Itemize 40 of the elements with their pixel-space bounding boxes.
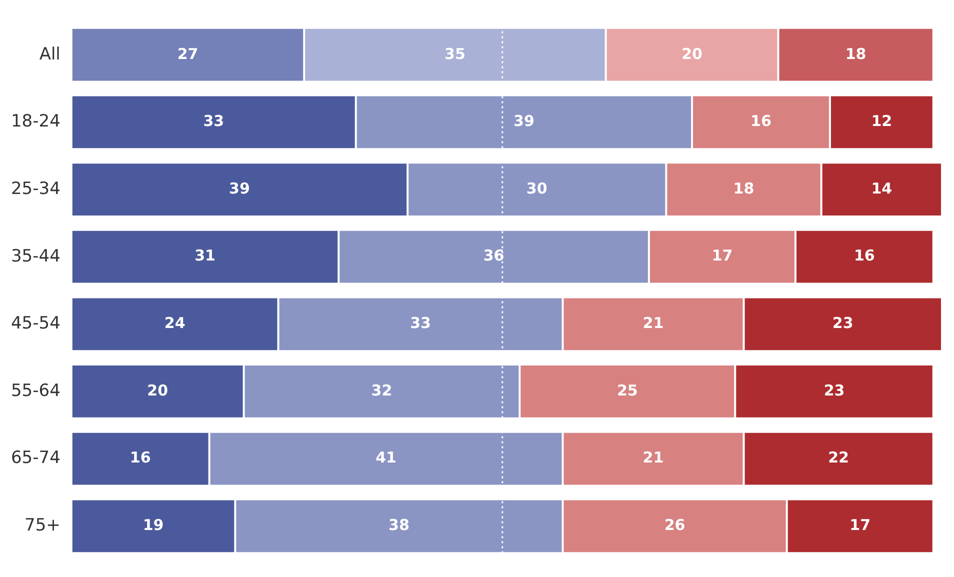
data-label: 25 <box>616 381 638 400</box>
y-tick-label: 45-54 <box>10 314 60 334</box>
data-label: 33 <box>203 112 224 130</box>
data-label: 30 <box>526 179 548 198</box>
data-label: 16 <box>130 448 151 467</box>
data-label: 32 <box>371 381 392 400</box>
data-label: 20 <box>147 381 168 400</box>
data-label: 26 <box>664 516 686 534</box>
data-label: 39 <box>514 112 534 130</box>
data-label: 35 <box>444 44 466 63</box>
data-label: 24 <box>164 314 186 332</box>
data-label: 20 <box>682 44 702 63</box>
y-tick-label: 25-34 <box>10 178 60 199</box>
data-label: 23 <box>824 381 845 400</box>
data-label: 41 <box>376 448 396 467</box>
data-label: 22 <box>828 448 849 467</box>
data-label: 17 <box>712 246 733 265</box>
y-tick-label: 18-24 <box>10 112 60 132</box>
data-label: 16 <box>854 246 875 265</box>
data-label: 12 <box>871 112 892 130</box>
data-label: 21 <box>642 448 664 467</box>
y-tick-label: 55-64 <box>10 380 60 401</box>
y-tick-label: All <box>39 44 60 64</box>
y-tick-label: 75+ <box>24 516 60 536</box>
data-label: 27 <box>177 44 198 63</box>
y-tick-label: 65-74 <box>10 448 60 468</box>
data-label: 14 <box>871 179 892 198</box>
data-label: 31 <box>194 246 216 265</box>
data-label: 38 <box>388 516 410 534</box>
data-label: 19 <box>142 516 164 534</box>
y-tick-label: 35-44 <box>10 246 60 266</box>
data-label: 39 <box>229 179 250 198</box>
data-label: 16 <box>750 112 772 130</box>
data-label: 21 <box>642 314 664 332</box>
data-label: 18 <box>733 179 754 198</box>
data-label: 33 <box>410 314 431 332</box>
data-label: 18 <box>845 44 866 63</box>
data-label: 36 <box>483 246 504 265</box>
data-label: 23 <box>832 314 854 332</box>
data-label: 17 <box>850 516 871 534</box>
